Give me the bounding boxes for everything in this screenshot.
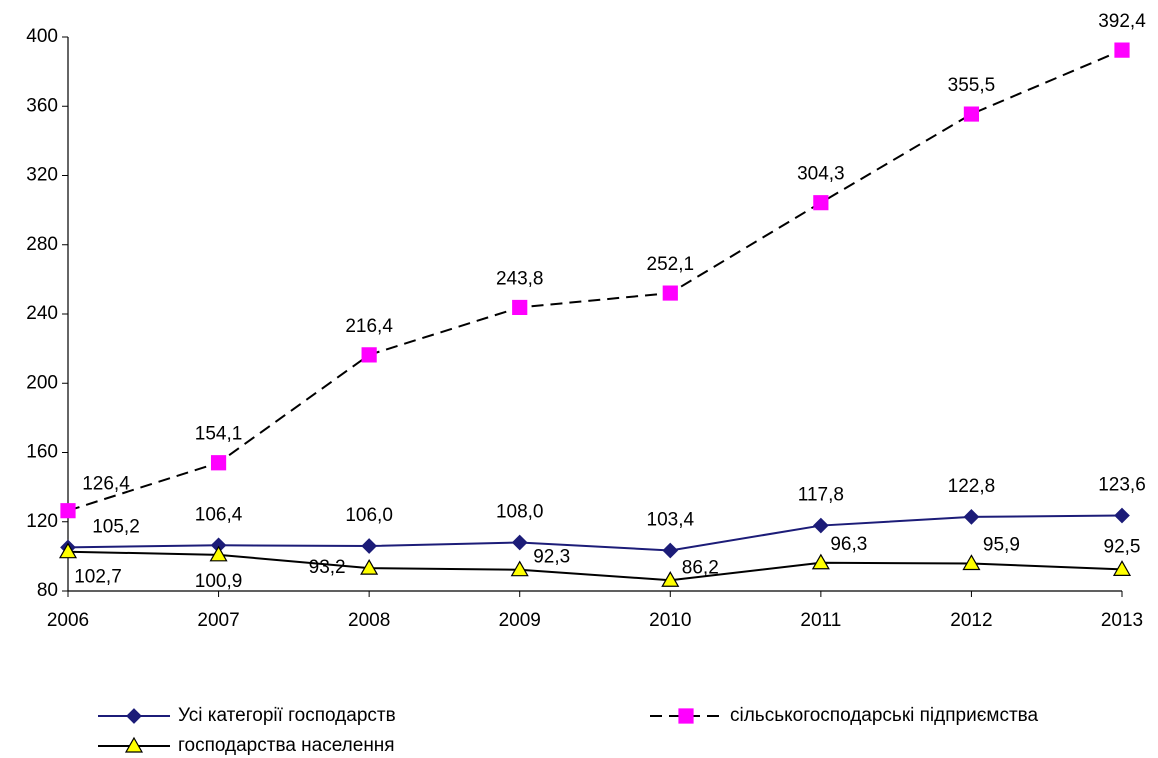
y-tick-label: 280 [26,234,58,255]
data-label: 93,2 [309,557,346,578]
x-tick-label: 2010 [649,610,691,631]
data-label: 103,4 [647,510,695,531]
data-point [1114,42,1130,58]
legend-marker [126,708,142,724]
y-tick-label: 200 [26,372,58,393]
data-point [963,509,980,525]
data-label: 216,4 [345,316,393,337]
data-point [1114,507,1130,524]
x-tick-label: 2009 [499,610,541,631]
x-tick-label: 2008 [348,610,390,631]
data-label: 100,9 [195,571,243,592]
x-tick-label: 2013 [1101,610,1143,631]
x-tick-label: 2012 [950,610,992,631]
y-tick-label: 320 [26,165,58,186]
data-label: 95,9 [983,534,1020,555]
data-label: 106,0 [345,505,393,526]
data-label: 355,5 [948,75,996,96]
data-label: 392,4 [1098,11,1146,32]
data-point [60,503,76,519]
legend-label: сільськогосподарські підприємства [730,705,1039,726]
data-point [360,558,379,575]
data-point [510,560,529,577]
data-point [361,538,377,554]
data-label: 92,3 [533,547,570,568]
data-point [662,542,679,559]
data-point [210,455,227,471]
data-point [361,347,377,363]
data-point [813,195,829,211]
data-point [963,106,980,122]
data-label: 105,2 [92,516,140,537]
data-label: 117,8 [798,485,844,506]
x-tick-label: 2007 [197,610,239,631]
data-label: 304,3 [797,164,845,185]
data-label: 86,2 [682,557,719,578]
data-label: 154,1 [195,424,243,445]
data-point [962,554,981,571]
data-label: 102,7 [74,567,122,588]
legend-marker [678,708,694,724]
data-label: 108,0 [496,502,544,523]
data-point [661,571,680,587]
legend-marker [124,736,144,753]
data-point [512,299,528,316]
x-tick-label: 2006 [47,610,89,631]
series-line [67,49,1123,512]
data-label: 106,4 [195,504,243,525]
y-tick-label: 160 [26,442,58,463]
y-tick-label: 80 [37,580,58,601]
data-point [209,545,228,562]
data-label: 243,8 [496,268,544,289]
data-point [511,534,528,551]
y-tick-label: 240 [26,303,58,324]
data-point [813,517,829,534]
y-tick-label: 400 [26,26,58,47]
legend-label: господарства населення [178,735,395,756]
x-tick-label: 2011 [800,610,841,631]
data-label: 122,8 [948,476,996,497]
series-line [67,550,1123,582]
y-tick-label: 360 [26,95,58,116]
data-point [811,553,830,570]
data-point [1112,560,1132,576]
data-label: 252,1 [647,254,695,275]
data-point [662,285,678,301]
data-label: 96,3 [830,534,867,555]
data-label: 92,5 [1104,536,1141,557]
data-label: 126,4 [82,474,130,495]
data-label: 123,6 [1098,475,1146,496]
data-point [58,542,78,559]
y-tick-label: 120 [26,511,58,532]
legend-label: Усі категорії господарств [178,705,396,726]
series-line [67,514,1123,552]
